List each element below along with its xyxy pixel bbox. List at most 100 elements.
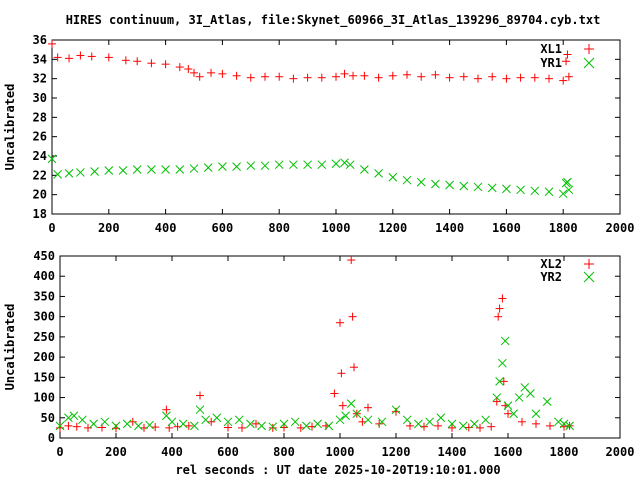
x-tick-label: 400 — [161, 445, 183, 459]
x-tick-label: 1200 — [382, 445, 411, 459]
plus-marker — [56, 423, 64, 432]
cross-marker — [377, 417, 387, 427]
plus-marker — [72, 422, 81, 431]
plus-marker — [434, 421, 442, 430]
x-tick-label: 600 — [217, 445, 239, 459]
plus-marker — [151, 423, 160, 432]
cross-marker — [530, 186, 540, 196]
plus-marker — [53, 53, 62, 62]
bottom-x-ticks: 0 200 400 600 800 1000 1200 1400 1600 1800 2000 — [56, 256, 634, 459]
plus-marker — [499, 377, 508, 386]
cross-marker — [324, 421, 334, 431]
plus-marker — [65, 54, 74, 63]
plus-marker — [464, 423, 473, 432]
cross-marker — [175, 165, 185, 174]
plus-marker — [417, 72, 426, 81]
cross-marker — [516, 185, 525, 195]
plus-marker — [218, 69, 227, 78]
plus-marker — [498, 294, 507, 303]
x-axis-label: rel seconds : UT date 2025-10-20T19:10:0… — [175, 463, 500, 477]
plus-marker — [121, 56, 130, 65]
y-tick-label: 36 — [33, 33, 47, 47]
y-tick-label: 0 — [48, 431, 55, 445]
cross-marker — [161, 165, 170, 174]
cross-marker — [89, 419, 98, 429]
cross-marker — [388, 172, 398, 182]
plus-marker — [207, 68, 216, 77]
cross-marker — [234, 415, 244, 425]
cross-marker — [132, 165, 142, 174]
cross-marker — [481, 415, 490, 425]
top-x-ticks: 0 200 400 600 800 1000 1200 1400 1600 1800 2000 — [48, 40, 634, 235]
cross-marker — [303, 160, 312, 170]
plus-marker — [564, 72, 573, 81]
cross-marker — [64, 169, 74, 178]
cross-marker — [100, 417, 110, 427]
plus-marker — [238, 423, 246, 432]
plus-marker — [495, 304, 504, 313]
cross-marker — [317, 160, 327, 170]
plus-marker — [76, 51, 85, 60]
plus-marker — [280, 423, 288, 432]
cross-marker — [564, 185, 574, 195]
cross-marker — [340, 158, 349, 168]
plus-marker — [364, 403, 372, 412]
plus-marker — [317, 73, 326, 82]
cross-marker — [500, 336, 510, 346]
cross-marker — [246, 419, 255, 429]
series-xl1 — [48, 39, 573, 85]
plus-marker — [392, 407, 400, 416]
cross-marker — [257, 421, 266, 431]
cross-marker — [232, 162, 241, 171]
y-tick-label: 450 — [33, 249, 55, 263]
plus-marker — [559, 76, 568, 85]
cross-marker — [563, 177, 572, 187]
legend-yr2-label: YR2 — [540, 270, 562, 284]
legend-xl1-label: XL1 — [540, 42, 562, 56]
plus-marker — [252, 419, 260, 428]
cross-marker — [78, 415, 87, 425]
plus-marker — [289, 74, 298, 83]
cross-marker — [487, 183, 497, 193]
cross-marker — [178, 419, 188, 429]
plus-marker — [487, 422, 496, 431]
plus-marker — [488, 72, 497, 81]
cross-marker — [279, 419, 289, 429]
plus-marker — [494, 312, 503, 321]
cross-marker — [268, 422, 278, 432]
cross-marker — [374, 169, 383, 178]
x-tick-label: 2000 — [606, 221, 635, 235]
x-tick-label: 1600 — [492, 221, 521, 235]
x-tick-label: 800 — [268, 221, 290, 235]
plus-marker — [474, 74, 482, 83]
plus-marker — [530, 73, 539, 82]
plus-marker — [232, 71, 241, 80]
cross-marker — [436, 413, 446, 423]
legend-yr2-marker — [583, 271, 595, 283]
cross-marker — [495, 377, 504, 386]
x-tick-label: 2000 — [606, 445, 635, 459]
series-yr2 — [55, 336, 574, 432]
cross-marker — [223, 417, 233, 427]
cross-marker — [352, 409, 362, 419]
plus-marker — [375, 419, 384, 428]
cross-marker — [104, 166, 114, 175]
cross-marker — [509, 409, 518, 419]
cross-marker — [447, 419, 457, 429]
cross-marker — [290, 417, 300, 427]
cross-marker — [302, 421, 311, 431]
cross-marker — [391, 405, 401, 415]
cross-marker — [53, 170, 63, 179]
plus-marker — [562, 57, 571, 66]
cross-marker — [90, 167, 99, 176]
plus-marker — [261, 72, 269, 81]
plus-marker — [337, 369, 346, 378]
plus-marker — [161, 60, 170, 69]
plus-marker — [403, 70, 411, 79]
cross-marker — [331, 159, 341, 169]
cross-marker — [402, 175, 412, 185]
legend-xl1-marker — [584, 44, 594, 54]
cross-marker — [498, 358, 507, 368]
top-y-ticks: 18 20 22 24 26 28 30 32 34 36 — [33, 33, 620, 221]
top-y-axis-label: Uncalibrated — [3, 84, 17, 171]
